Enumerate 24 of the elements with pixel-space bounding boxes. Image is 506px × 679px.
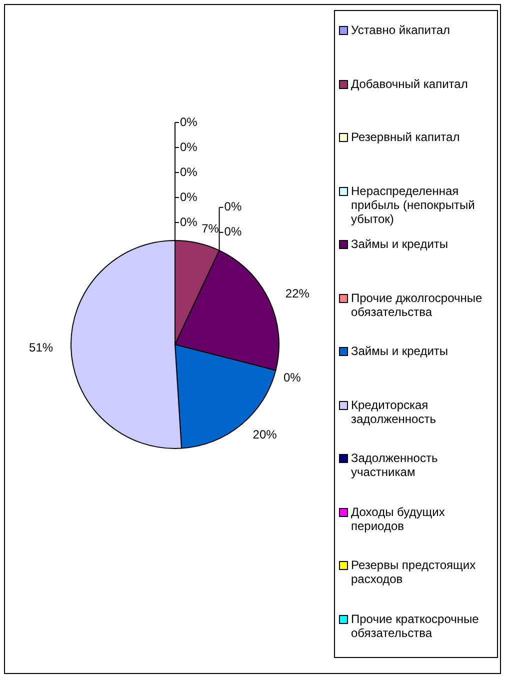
legend-label: Резервный капитал	[351, 130, 460, 144]
legend-label: Прочие краткосрочные обязательства	[351, 612, 480, 640]
legend-label: Прочие джолгосрочные обязательства	[351, 290, 484, 318]
text: 0%	[180, 190, 198, 204]
legend-label: Резервы предстоящих расходов	[351, 558, 477, 586]
data-label: 7%	[202, 222, 220, 236]
text: 0%	[180, 140, 198, 154]
data-label: 51%	[29, 340, 54, 355]
legend-label: Добавочный капитал	[351, 76, 468, 90]
legend-label: Займы и кредиты	[351, 237, 448, 251]
text: 0%	[283, 370, 301, 385]
legend-label: Уставно йкапитал	[351, 23, 450, 37]
legend-label: Задолженность участникам	[351, 451, 439, 479]
data-label: 22%	[285, 286, 310, 301]
text: 0%	[224, 224, 242, 239]
legend-label: Кредиторская задолженность	[351, 398, 437, 426]
data-label: 20%	[252, 428, 278, 442]
text: 0%	[180, 114, 198, 129]
text: 0%	[224, 200, 242, 214]
text: 0%	[180, 164, 198, 179]
text: 0%	[180, 214, 198, 229]
legend-label: Займы и кредиты	[351, 344, 448, 358]
legend-label: Нераспределенная прибыль (непокрытый убыток)	[351, 184, 476, 226]
legend-label: Доходы будущих периодов	[351, 504, 446, 532]
